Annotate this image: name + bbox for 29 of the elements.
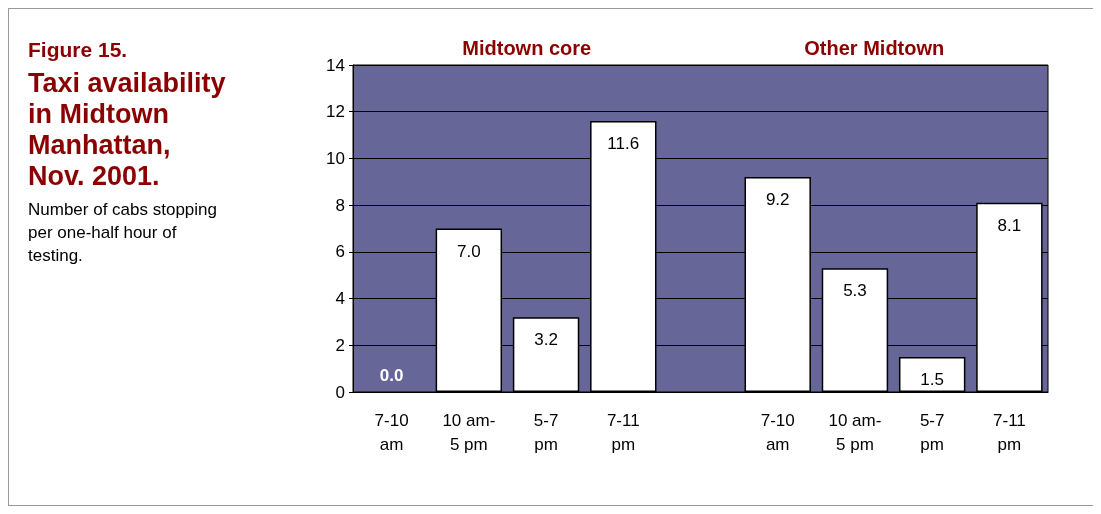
data-label: 8.1 — [997, 215, 1022, 235]
x-tick-label: 10 am- 5 pm — [828, 410, 882, 454]
x-tick-label: 10 am- 5 pm — [442, 410, 496, 454]
x-tick-label: 7-11 pm — [606, 410, 640, 454]
x-tick-label: 5-7 pm — [919, 410, 945, 454]
text: Other Midtown — [804, 37, 945, 59]
text: Midtown core — [462, 37, 592, 59]
data-label: 9.2 — [765, 190, 790, 210]
data-label: 7.0 — [457, 241, 481, 261]
data-label: 0.0 — [379, 366, 404, 385]
y-tick-label: 6 — [335, 242, 345, 262]
y-tick-label: 14 — [326, 55, 345, 75]
x-tick-label: 7-10 am — [374, 410, 409, 454]
x-tick-label: 7-11 pm — [993, 410, 1026, 454]
data-label: 1.5 — [920, 369, 944, 389]
y-tick-label: 2 — [335, 335, 345, 355]
y-tick-label: 10 — [326, 148, 345, 168]
y-tick-label: 0 — [335, 382, 345, 402]
x-tick-label: 7-10 am — [760, 410, 795, 454]
text: Taxi availability in Midtown Manhattan, Nov. 2001. — [28, 68, 227, 192]
y-tick-label: 12 — [326, 102, 345, 122]
x-tick-label: 5-7 pm — [533, 410, 559, 454]
caption: Figure 15. — [28, 38, 129, 62]
data-label: 11.6 — [607, 134, 640, 154]
data-label: 3.2 — [534, 330, 558, 350]
y-tick-label: 4 — [335, 289, 345, 309]
y-tick-label: 8 — [335, 195, 345, 215]
text: Number of cabs stopping per one-half hour of testing. — [28, 199, 218, 267]
data-label: 5.3 — [843, 281, 867, 301]
